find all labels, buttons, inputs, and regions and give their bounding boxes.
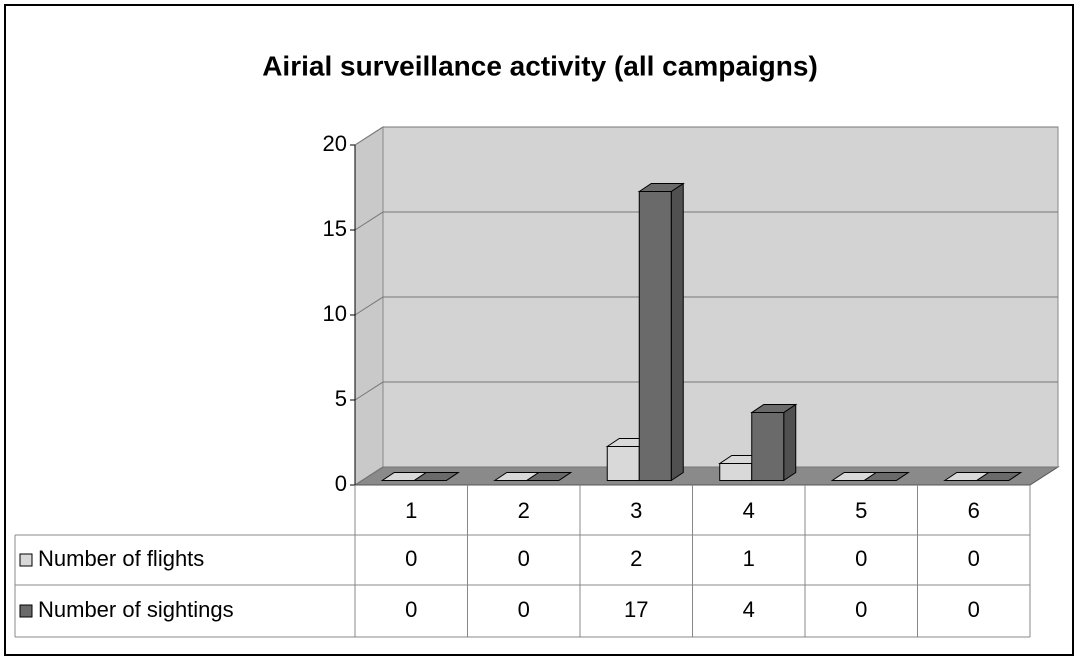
y-tick-label: 5 [335,386,347,411]
table-value: 0 [518,546,530,571]
x-tick-label: 2 [518,498,530,523]
table-value: 17 [624,597,648,622]
table-value: 0 [855,597,867,622]
bar [751,412,785,481]
table-value: 2 [630,546,642,571]
bar-top [975,472,1023,481]
table-value: 0 [968,597,980,622]
bar-side [783,403,797,482]
table-value: 1 [743,546,755,571]
bar-top [525,472,573,481]
x-tick-label: 5 [855,498,867,523]
x-tick-label: 3 [630,498,642,523]
bar [719,463,753,481]
x-tick-label: 1 [405,498,417,523]
y-tick-label: 20 [323,131,347,156]
grid-line [354,126,1058,146]
y-tick-label: 10 [323,301,347,326]
table-value: 0 [518,597,530,622]
table-value: 4 [743,597,755,622]
table-value: 0 [968,546,980,571]
x-tick-label: 4 [743,498,755,523]
legend-label: Number of flights [38,546,204,571]
x-tick-label: 6 [968,498,980,523]
table-value: 0 [405,597,417,622]
legend-key [19,553,33,567]
y-tick-label: 0 [335,471,347,496]
bar-side [670,182,684,482]
table-value: 0 [405,546,417,571]
bar [638,191,672,481]
table-value: 0 [855,546,867,571]
grid-line [354,466,1058,486]
grid-line [354,211,1058,231]
legend-key [19,604,33,618]
legend-label: Number of sightings [38,597,234,622]
y-tick-label: 15 [323,216,347,241]
bar-top [862,472,910,481]
chart-title: Airial surveillance activity (all campai… [262,50,818,81]
grid-line [354,381,1058,401]
grid-line [354,296,1058,316]
bar [606,446,640,481]
bar-top [412,472,460,481]
